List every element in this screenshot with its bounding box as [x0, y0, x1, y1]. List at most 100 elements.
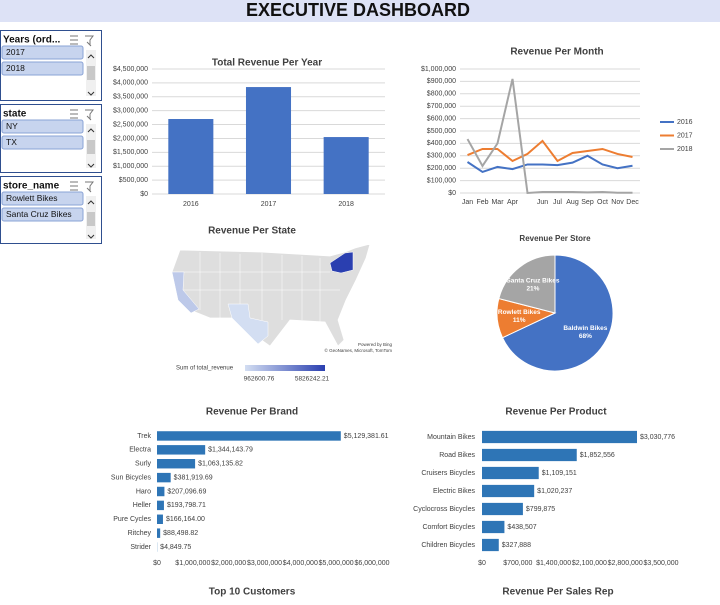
y-tick-label: Trek	[137, 433, 151, 440]
slicer-icon	[70, 109, 94, 121]
bar	[168, 119, 214, 194]
y-tick-label: $400,000	[427, 140, 456, 147]
chart-title: Revenue Per Brand	[206, 407, 298, 418]
x-tick-label: Mar	[491, 199, 504, 206]
x-tick-label: Nov	[611, 199, 624, 206]
y-tick-label: Strider	[130, 544, 151, 551]
y-tick-label: Pure Cycles	[113, 516, 151, 523]
data-label: $193,798.71	[167, 502, 206, 509]
y-tick-label: Sun Bicycles	[111, 474, 152, 481]
bar	[482, 520, 505, 534]
data-label: $3,030,776	[640, 434, 675, 441]
bar	[482, 466, 539, 480]
slicer-item[interactable]	[1, 135, 84, 150]
dashboard-title: EXECUTIVE DASHBOARD	[246, 0, 470, 20]
y-tick-label: Comfort Bicycles	[422, 524, 475, 531]
bar	[323, 137, 369, 194]
y-tick-label: $100,000	[427, 177, 456, 184]
header-band	[0, 0, 720, 22]
pie-label: Rowlett Bikes	[498, 309, 541, 316]
x-tick-label: $3,500,000	[643, 560, 678, 567]
line-series	[466, 154, 633, 174]
data-label: $5,129,381.61	[344, 433, 389, 440]
scroll-arrows	[87, 200, 95, 239]
x-tick-label: Feb	[476, 199, 488, 206]
pie-slice	[501, 254, 614, 372]
x-tick-label: Sep	[581, 199, 594, 206]
y-tick-label: $1,000,000	[113, 163, 148, 170]
bar	[157, 472, 171, 483]
x-tick-label: Apr	[507, 199, 519, 206]
scroll-arrows	[87, 128, 95, 168]
y-tick-label: $900,000	[427, 78, 456, 85]
slicer-title: Years (ord...	[3, 35, 60, 46]
slicer-item[interactable]	[1, 207, 84, 222]
state-borders	[172, 252, 340, 322]
slicer-item-label[interactable]: Rowlett Bikes	[6, 193, 58, 203]
bar	[157, 459, 196, 469]
chart-title: Total Revenue Per Year	[212, 58, 322, 69]
data-label: $438,507	[507, 524, 536, 531]
slicer-item-label[interactable]: 2017	[6, 47, 25, 57]
y-tick-label: $4,500,000	[113, 66, 148, 73]
bar	[482, 430, 638, 444]
slicer-item-label[interactable]: TX	[6, 137, 17, 147]
y-tick-label: $2,000,000	[113, 135, 148, 142]
y-tick-label: $0	[140, 191, 148, 198]
y-tick-label: $500,000	[427, 128, 456, 135]
slicer-item-label[interactable]: Santa Cruz Bikes	[6, 209, 72, 219]
slicer-item-label[interactable]: NY	[6, 121, 18, 131]
x-tick-label: $5,000,000	[319, 560, 354, 567]
slicer-title: store_name	[3, 181, 60, 192]
pie-value: 11%	[513, 317, 526, 324]
chart-title: Revenue Per Product	[505, 407, 607, 418]
x-tick-label: $2,000,000	[211, 560, 246, 567]
x-tick-label: Aug	[566, 199, 579, 206]
state-region	[329, 251, 354, 274]
scroll-thumb	[87, 212, 95, 226]
slicer-icon	[70, 35, 94, 47]
y-tick-label: Electra	[129, 447, 151, 454]
scroll-thumb	[87, 140, 95, 154]
slicer-item-label[interactable]: 2018	[6, 63, 25, 73]
legend-label: 2017	[677, 132, 693, 139]
slicer-item[interactable]	[1, 61, 84, 76]
legend-title: Sum of total_revenue	[176, 366, 234, 372]
legend-label: 2016	[677, 119, 693, 126]
y-tick-label: $200,000	[427, 165, 456, 172]
line-series	[467, 139, 633, 163]
y-tick-label: Heller	[133, 502, 152, 509]
x-tick-label: Jan	[462, 199, 473, 206]
x-tick-label: $1,400,000	[536, 560, 571, 567]
x-tick-label: $6,000,000	[354, 560, 389, 567]
slicer-item[interactable]	[1, 191, 84, 206]
data-label: $327,888	[502, 542, 531, 549]
y-tick-label: $4,000,000	[113, 80, 148, 87]
pie-value: 68%	[579, 333, 592, 340]
bar	[482, 448, 577, 462]
state-region	[171, 271, 200, 314]
slicer-item[interactable]	[1, 45, 84, 60]
x-tick-label: 2016	[183, 201, 199, 208]
legend-min: 962600.76	[244, 376, 275, 383]
slicer-item[interactable]	[1, 119, 84, 134]
y-tick-label: $3,500,000	[113, 94, 148, 101]
pie-slice	[498, 254, 556, 314]
x-tick-label: Jul	[553, 199, 562, 206]
scroll-thumb	[87, 66, 95, 80]
pie-value: 21%	[526, 285, 539, 292]
state-region	[227, 303, 269, 345]
y-tick-label: $3,000,000	[113, 108, 148, 115]
y-tick-label: $300,000	[427, 153, 456, 160]
x-tick-label: 2018	[338, 201, 354, 208]
bar	[157, 514, 163, 524]
line-series	[466, 78, 633, 195]
section-title: Top 10 Customers	[209, 587, 296, 598]
data-label: $166,164.00	[166, 516, 205, 523]
y-tick-label: $600,000	[427, 115, 456, 122]
y-tick-label: Mountain Bikes	[427, 434, 475, 441]
y-tick-label: Cyclocross Bicycles	[413, 506, 475, 513]
map-base	[171, 243, 371, 347]
map-credit: © GeoNames, Microsoft, TomTom	[325, 347, 393, 353]
